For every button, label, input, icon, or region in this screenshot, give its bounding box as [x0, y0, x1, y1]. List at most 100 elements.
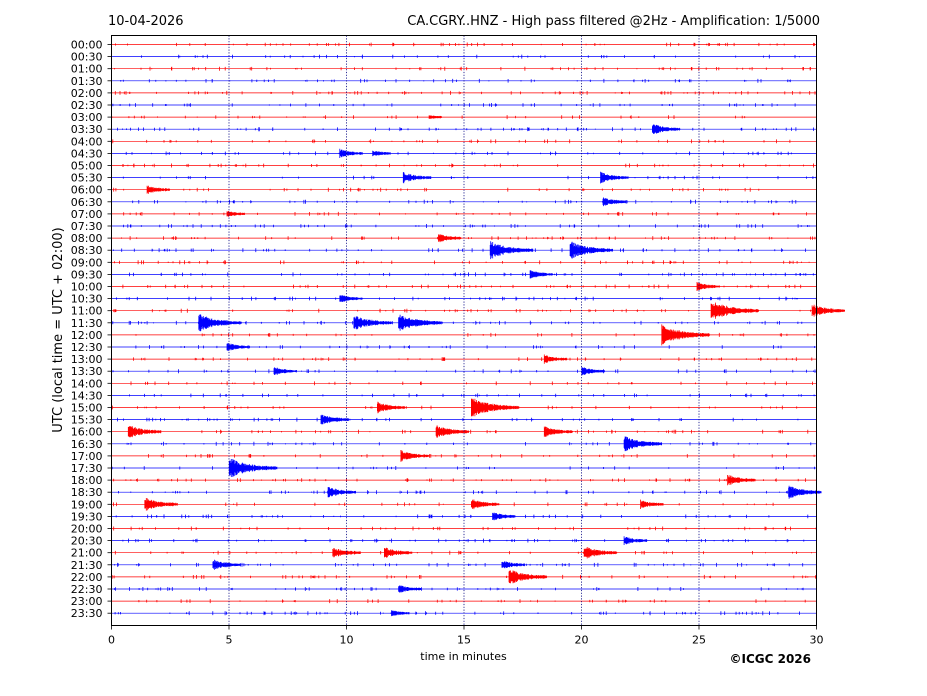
trace-noise-0900	[114, 260, 810, 265]
event-burst-15	[710, 302, 759, 319]
copyright-label: ©ICGC 2026	[729, 652, 811, 666]
x-tick-label: 0	[108, 634, 115, 647]
x-tick-label: 15	[457, 634, 471, 647]
event-burst-30	[543, 426, 573, 437]
trace-noise-1300	[133, 357, 813, 361]
y-tick-label: 21:30	[71, 559, 103, 572]
event-burst-1	[652, 124, 681, 134]
event-burst-34	[727, 475, 756, 486]
y-tick-label: 23:30	[71, 607, 103, 620]
event-burst-33	[228, 459, 278, 477]
plot-frame	[111, 35, 817, 626]
y-tick-label: 17:30	[71, 462, 103, 475]
event-burst-41	[623, 536, 647, 545]
y-tick-label: 06:00	[71, 184, 103, 197]
y-tick-label: 21:00	[71, 547, 103, 560]
y-tick-label: 18:30	[71, 486, 103, 499]
y-tick-label: 02:00	[71, 87, 103, 100]
event-burst-39	[640, 499, 664, 509]
event-burst-43	[384, 547, 413, 558]
trace-noise-1700	[148, 453, 815, 458]
event-burst-42	[332, 548, 361, 558]
y-tick-label: 03:30	[71, 123, 103, 136]
event-burst-31	[623, 436, 662, 452]
event-burst-37	[144, 498, 178, 511]
x-tick-label: 30	[810, 634, 824, 647]
event-burst-32	[400, 450, 429, 462]
event-burst-7	[602, 197, 626, 207]
event-burst-16	[811, 304, 845, 317]
y-tick-label: 15:30	[71, 414, 103, 427]
event-burst-44	[583, 547, 618, 559]
event-burst-45	[212, 559, 241, 570]
event-burst-36	[788, 485, 822, 499]
y-tick-label: 02:30	[71, 99, 103, 112]
y-tick-label: 09:30	[71, 268, 103, 281]
event-burst-46	[501, 561, 525, 569]
y-tick-label: 00:00	[71, 39, 103, 52]
y-tick-label: 04:00	[71, 135, 103, 148]
trace-noise-0330	[117, 127, 814, 132]
x-tick-label: 10	[340, 634, 354, 647]
event-burst-29	[435, 425, 469, 438]
y-tick-label: 07:00	[71, 208, 103, 221]
y-tick-label: 08:00	[71, 232, 103, 245]
y-axis-label: UTC (local time = UTC + 02:00)	[51, 227, 66, 432]
event-burst-18	[353, 316, 392, 330]
event-burst-19	[398, 314, 442, 331]
y-tick-label: 19:30	[71, 510, 103, 523]
y-tick-label: 04:30	[71, 147, 103, 160]
date-label: 10-04-2026	[108, 14, 184, 29]
y-tick-label: 23:00	[71, 595, 103, 608]
trace-noise-1000	[122, 284, 802, 289]
event-burst-47	[508, 570, 547, 584]
trace-noise-0500	[122, 163, 814, 168]
y-tick-label: 05:00	[71, 160, 103, 173]
y-tick-label: 16:00	[71, 426, 103, 439]
event-burst-27	[320, 414, 349, 425]
y-tick-label: 10:30	[71, 293, 103, 306]
y-tick-label: 14:30	[71, 389, 103, 402]
trace-noise-2130	[114, 562, 804, 567]
event-burst-4	[402, 172, 432, 184]
y-tick-label: 05:30	[71, 172, 103, 185]
event-burst-48	[398, 585, 422, 593]
trace-noise-0230	[112, 103, 796, 107]
trace-noise-0630	[132, 199, 797, 204]
trace-noise-0200	[114, 90, 816, 95]
y-tick-label: 03:00	[71, 111, 103, 124]
trace-noise-2030	[122, 538, 805, 543]
event-burst-20	[661, 324, 710, 346]
event-burst-10	[489, 241, 534, 260]
trace-noise-0030	[141, 54, 800, 59]
trace-noise-1200	[135, 332, 815, 337]
event-burst-28	[127, 426, 162, 438]
y-tick-label: 09:00	[71, 256, 103, 269]
trace-noise-1500	[111, 405, 798, 410]
y-tick-label: 20:30	[71, 535, 103, 548]
event-burst-0	[428, 115, 442, 119]
trace-noise-0100	[114, 66, 811, 71]
y-tick-label: 07:30	[71, 220, 103, 233]
y-tick-label: 01:00	[71, 63, 103, 76]
y-tick-label: 11:30	[71, 317, 103, 330]
y-tick-label: 10:00	[71, 281, 103, 294]
trace-noise-2300	[138, 599, 806, 604]
y-tick-label: 22:00	[71, 571, 103, 584]
y-tick-label: 11:00	[71, 305, 103, 318]
event-burst-12	[529, 270, 553, 279]
event-burst-35	[327, 487, 356, 498]
event-burst-21	[226, 343, 250, 351]
y-tick-label: 15:00	[71, 402, 103, 415]
y-tick-label: 16:30	[71, 438, 103, 451]
x-tick-label: 20	[575, 634, 589, 647]
y-tick-label: 00:30	[71, 51, 103, 64]
trace-noise-2000	[113, 526, 817, 531]
chart-title: CA.CGRY..HNZ - High pass filtered @2Hz -…	[407, 14, 820, 29]
event-burst-14	[339, 295, 363, 302]
event-burst-13	[696, 282, 720, 291]
event-burst-49	[391, 610, 410, 617]
y-tick-label: 12:30	[71, 341, 103, 354]
event-burst-6	[146, 185, 170, 194]
